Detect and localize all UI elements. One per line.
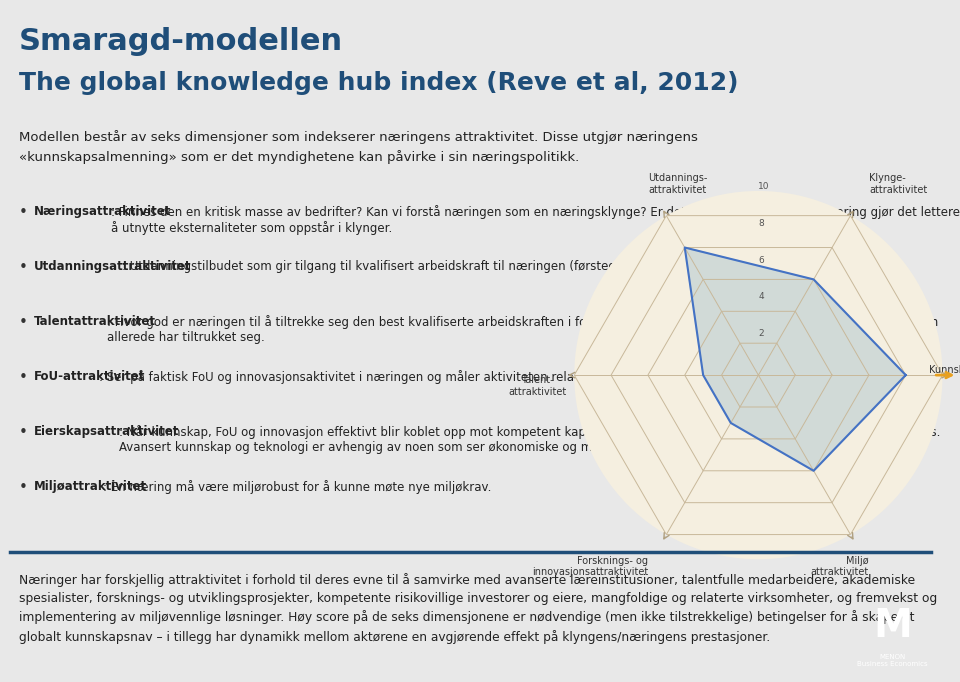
Text: Næringsattraktivitet: Næringsattraktivitet xyxy=(34,205,171,218)
Text: •: • xyxy=(18,315,28,330)
Text: Eierskapsattraktivitet: Eierskapsattraktivitet xyxy=(34,425,179,438)
Text: Klynge-
attraktivitet: Klynge- attraktivitet xyxy=(869,173,927,194)
Text: •: • xyxy=(18,480,28,495)
Text: •: • xyxy=(18,260,28,275)
Text: Kunnskapsdynamikk: Kunnskapsdynamikk xyxy=(929,365,960,375)
Text: •: • xyxy=(18,425,28,440)
Text: : Hvor god er næringen til å tiltrekke seg den best kvalifiserte arbeidskraften : : Hvor god er næringen til å tiltrekke s… xyxy=(107,315,938,344)
Text: Utdannings-
attraktivitet: Utdannings- attraktivitet xyxy=(648,173,708,194)
Text: Miljø
attraktivitet: Miljø attraktivitet xyxy=(810,556,869,577)
Text: : Når kunnskap, FoU og innovasjon effektivt blir koblet opp mot kompetent kapita: : Når kunnskap, FoU og innovasjon effekt… xyxy=(118,425,940,454)
Text: The global knowledge hub index (Reve et al, 2012): The global knowledge hub index (Reve et … xyxy=(19,71,738,95)
Text: : En næring må være miljørobust for å kunne møte nye miljøkrav.: : En næring må være miljørobust for å ku… xyxy=(103,480,492,494)
Text: Forsknings- og
innovasjonsattraktivitet: Forsknings- og innovasjonsattraktivitet xyxy=(532,556,648,577)
Text: : Utdanningstilbudet som gir tilgang til kvalifisert arbeidskraft til næringen (: : Utdanningstilbudet som gir tilgang til… xyxy=(122,260,791,273)
Text: •: • xyxy=(18,205,28,220)
Text: Utdanningsattraktivitet: Utdanningsattraktivitet xyxy=(34,260,191,273)
Text: M: M xyxy=(874,608,912,645)
Text: Talentattraktivitet: Talentattraktivitet xyxy=(34,315,156,328)
Text: •: • xyxy=(18,370,28,385)
Text: Næringer har forskjellig attraktivitet i forhold til deres evne til å samvirke m: Næringer har forskjellig attraktivitet i… xyxy=(19,573,938,644)
Text: Talent-
attraktivitet: Talent- attraktivitet xyxy=(508,375,566,397)
Text: : Finnes den en kritisk masse av bedrifter? Kan vi forstå næringen som en næring: : Finnes den en kritisk masse av bedrift… xyxy=(110,205,960,235)
Text: FoU-attraktivitet: FoU-attraktivitet xyxy=(34,370,145,383)
Text: Miljøattraktivitet: Miljøattraktivitet xyxy=(34,480,147,493)
Text: : Ser på faktisk FoU og innovasjonsaktivitet i næringen og måler aktiviteten rel: : Ser på faktisk FoU og innovasjonsaktiv… xyxy=(99,370,735,384)
Polygon shape xyxy=(574,216,943,535)
Text: MENON
Business Economics: MENON Business Economics xyxy=(857,653,928,667)
Text: Smaragd-modellen: Smaragd-modellen xyxy=(19,27,344,57)
Polygon shape xyxy=(684,248,905,471)
Text: Modellen består av seks dimensjoner som indekserer næringens attraktivitet. Diss: Modellen består av seks dimensjoner som … xyxy=(19,130,698,164)
